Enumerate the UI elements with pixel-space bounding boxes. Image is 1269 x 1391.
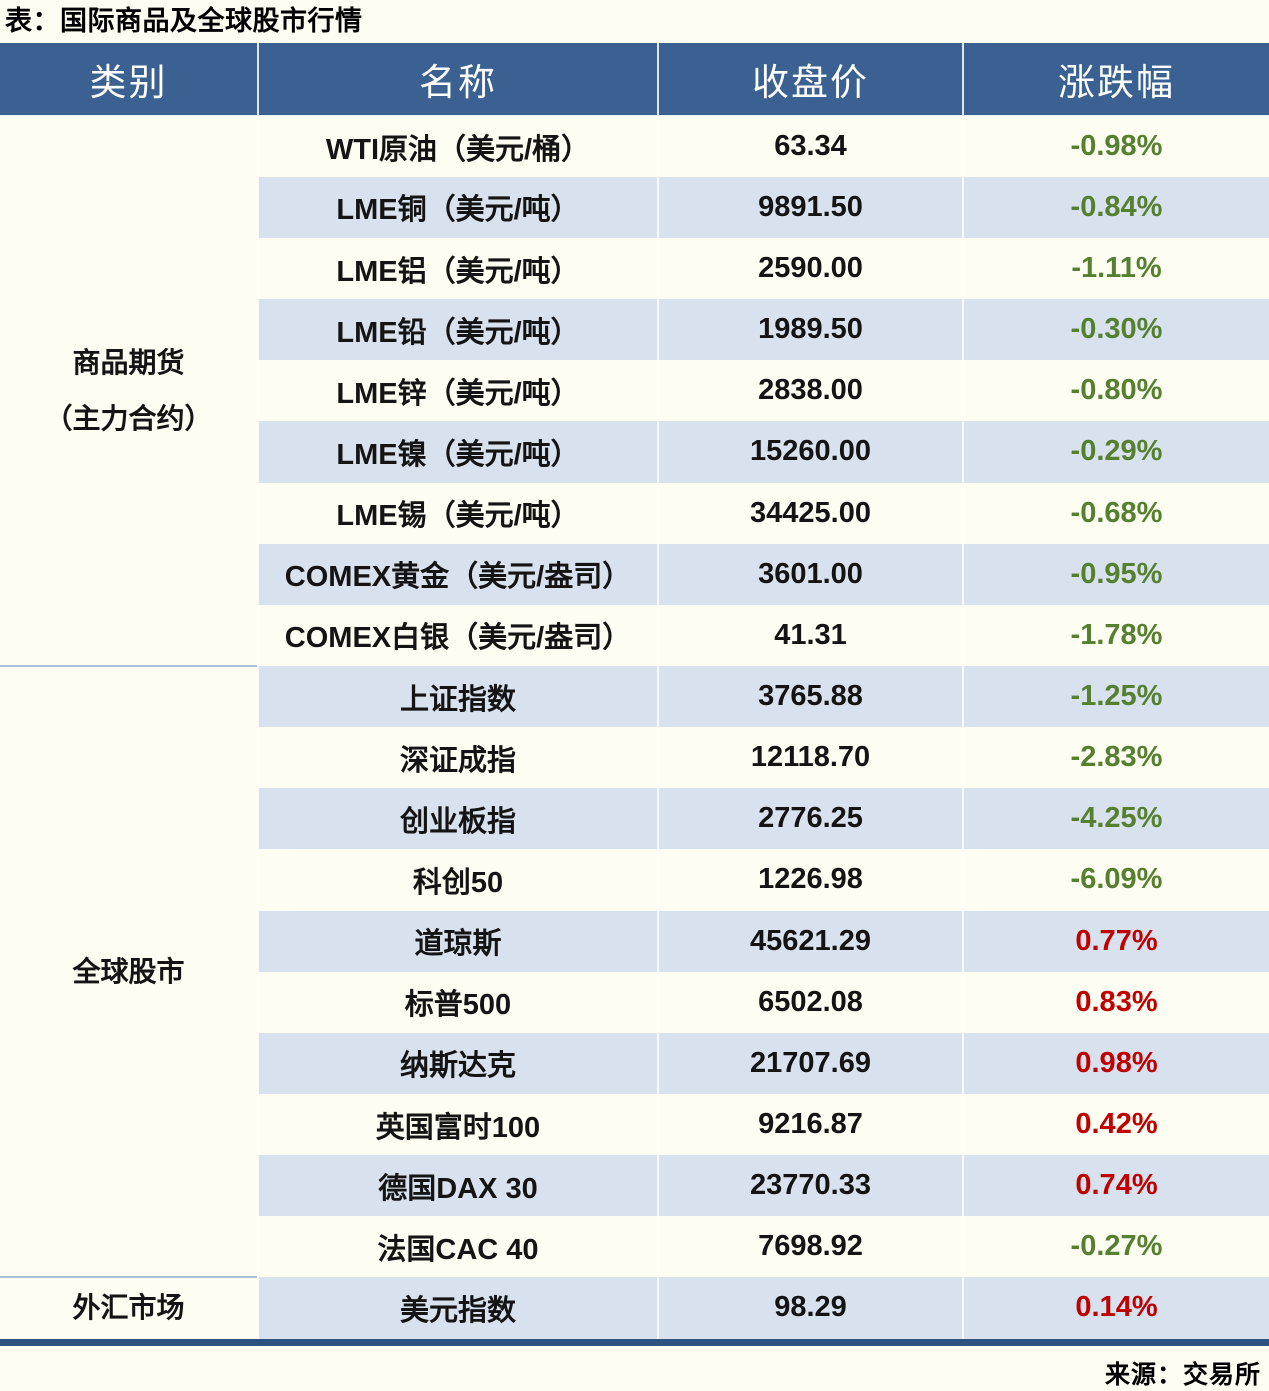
- table-row: LME铜（美元/吨） 9891.50 -0.84%: [0, 176, 1269, 238]
- table-row: 创业板指 2776.25 -4.25%: [0, 788, 1269, 850]
- close-cell: 15260.00: [657, 421, 963, 483]
- table-row: 商品期货 （主力合约） WTI原油（美元/桶） 63.34 -0.98%: [0, 115, 1269, 666]
- change-cell: -0.68%: [962, 482, 1269, 544]
- close-cell: 12118.70: [657, 727, 963, 789]
- name-cell: LME镍（美元/吨）: [257, 421, 658, 483]
- change-cell: 0.83%: [962, 971, 1269, 1033]
- close-cell: 3765.88: [657, 665, 963, 728]
- close-cell: 98.29: [657, 1277, 963, 1339]
- name-cell: 英国富时100: [257, 1093, 658, 1156]
- change-cell: 0.42%: [962, 1093, 1269, 1156]
- close-cell: 2776.25: [657, 788, 963, 850]
- change-cell: 0.77%: [962, 910, 1269, 972]
- table-row: COMEX白银（美元/盎司） 41.31 -1.78%: [0, 604, 1269, 666]
- table-row: 深证成指 12118.70 -2.83%: [0, 727, 1269, 789]
- change-cell: -0.84%: [962, 176, 1269, 238]
- name-cell: WTI原油（美元/桶）: [257, 115, 658, 177]
- change-cell: -1.11%: [962, 237, 1269, 300]
- close-cell: 45621.29: [657, 910, 963, 972]
- name-cell: COMEX黄金（美元/盎司）: [257, 543, 658, 605]
- name-cell: LME锡（美元/吨）: [257, 482, 658, 544]
- name-cell: 科创50: [257, 849, 658, 911]
- change-cell: -0.98%: [962, 115, 1269, 177]
- close-cell: 3601.00: [657, 543, 963, 605]
- close-cell: 9216.87: [657, 1093, 963, 1156]
- close-cell: 34425.00: [657, 482, 963, 544]
- name-cell: 上证指数: [257, 665, 658, 728]
- header-category: 类别: [0, 42, 258, 117]
- header-change: 涨跌幅: [962, 42, 1269, 117]
- change-cell: -1.78%: [962, 604, 1269, 666]
- table-row: 外汇市场 美元指数 98.29 0.14%: [0, 1276, 1269, 1339]
- table-row: 全球股市 上证指数 3765.88 -1.25%: [0, 664, 1269, 1278]
- name-cell: 标普500: [257, 971, 658, 1033]
- table-row: 纳斯达克 21707.69 0.98%: [0, 1032, 1269, 1094]
- change-cell: 0.98%: [962, 1032, 1269, 1094]
- change-cell: -4.25%: [962, 788, 1269, 850]
- table-body: 商品期货 （主力合约） WTI原油（美元/桶） 63.34 -0.98% LME铜（美元/…: [0, 115, 1269, 1339]
- name-cell: COMEX白银（美元/盎司）: [257, 604, 658, 666]
- table-row: LME锌（美元/吨） 2838.00 -0.80%: [0, 360, 1269, 422]
- name-cell: LME锌（美元/吨）: [257, 360, 658, 422]
- source-label: 来源：交易所: [1104, 1360, 1261, 1389]
- table-row: COMEX黄金（美元/盎司） 3601.00 -0.95%: [0, 543, 1269, 605]
- close-cell: 9891.50: [657, 176, 963, 238]
- category-cell: 全球股市: [0, 664, 258, 1278]
- close-cell: 7698.92: [657, 1216, 963, 1278]
- change-cell: -2.83%: [962, 727, 1269, 789]
- name-cell: 德国DAX 30: [257, 1155, 658, 1217]
- close-cell: 21707.69: [657, 1032, 963, 1094]
- name-cell: LME铝（美元/吨）: [257, 237, 658, 300]
- close-cell: 1226.98: [657, 849, 963, 911]
- table-row: 标普500 6502.08 0.83%: [0, 971, 1269, 1033]
- table-header-row: 类别 名称 收盘价 涨跌幅: [0, 42, 1269, 117]
- header-name: 名称: [257, 42, 658, 117]
- change-cell: -1.25%: [962, 665, 1269, 728]
- close-cell: 23770.33: [657, 1155, 963, 1217]
- change-cell: 0.14%: [962, 1277, 1269, 1339]
- table-row: 科创50 1226.98 -6.09%: [0, 849, 1269, 911]
- category-label-line: 商品期货: [72, 346, 185, 378]
- name-cell: 法国CAC 40: [257, 1216, 658, 1278]
- table-row: LME锡（美元/吨） 34425.00 -0.68%: [0, 482, 1269, 544]
- close-cell: 1989.50: [657, 299, 963, 361]
- category-label-line: （主力合约）: [44, 402, 213, 434]
- change-cell: 0.74%: [962, 1155, 1269, 1217]
- close-cell: 2838.00: [657, 360, 963, 422]
- category-label-line: 全球股市: [72, 955, 185, 987]
- name-cell: 道琼斯: [257, 910, 658, 972]
- category-cell: 外汇市场: [0, 1276, 258, 1339]
- category-label-line: 外汇市场: [72, 1292, 185, 1324]
- table-row: 德国DAX 30 23770.33 0.74%: [0, 1155, 1269, 1217]
- name-cell: 纳斯达克: [257, 1032, 658, 1094]
- name-cell: 创业板指: [257, 788, 658, 850]
- name-cell: LME铅（美元/吨）: [257, 299, 658, 361]
- name-cell: 美元指数: [257, 1277, 658, 1339]
- change-cell: -6.09%: [962, 849, 1269, 911]
- quotes-table: 类别 名称 收盘价 涨跌幅 商品期货 （主力合约） WTI原油（美元/桶） 63.34…: [0, 42, 1269, 1339]
- category-cell: 商品期货 （主力合约）: [0, 115, 258, 666]
- close-cell: 6502.08: [657, 971, 963, 1033]
- table-row: LME镍（美元/吨） 15260.00 -0.29%: [0, 421, 1269, 483]
- change-cell: -0.30%: [962, 299, 1269, 361]
- table-row: LME铝（美元/吨） 2590.00 -1.11%: [0, 237, 1269, 300]
- table-bottom-rule: [0, 1338, 1269, 1346]
- change-cell: -0.27%: [962, 1216, 1269, 1278]
- change-cell: -0.29%: [962, 421, 1269, 483]
- table-row: 法国CAC 40 7698.92 -0.27%: [0, 1216, 1269, 1278]
- table-row: 英国富时100 9216.87 0.42%: [0, 1093, 1269, 1156]
- change-cell: -0.95%: [962, 543, 1269, 605]
- page-title: 表：国际商品及全球股市行情: [5, 6, 363, 36]
- close-cell: 41.31: [657, 604, 963, 666]
- header-close: 收盘价: [657, 42, 963, 117]
- close-cell: 63.34: [657, 115, 963, 177]
- table-row: LME铅（美元/吨） 1989.50 -0.30%: [0, 299, 1269, 361]
- close-cell: 2590.00: [657, 237, 963, 300]
- table-row: 道琼斯 45621.29 0.77%: [0, 910, 1269, 972]
- change-cell: -0.80%: [962, 360, 1269, 422]
- name-cell: LME铜（美元/吨）: [257, 176, 658, 238]
- name-cell: 深证成指: [257, 727, 658, 789]
